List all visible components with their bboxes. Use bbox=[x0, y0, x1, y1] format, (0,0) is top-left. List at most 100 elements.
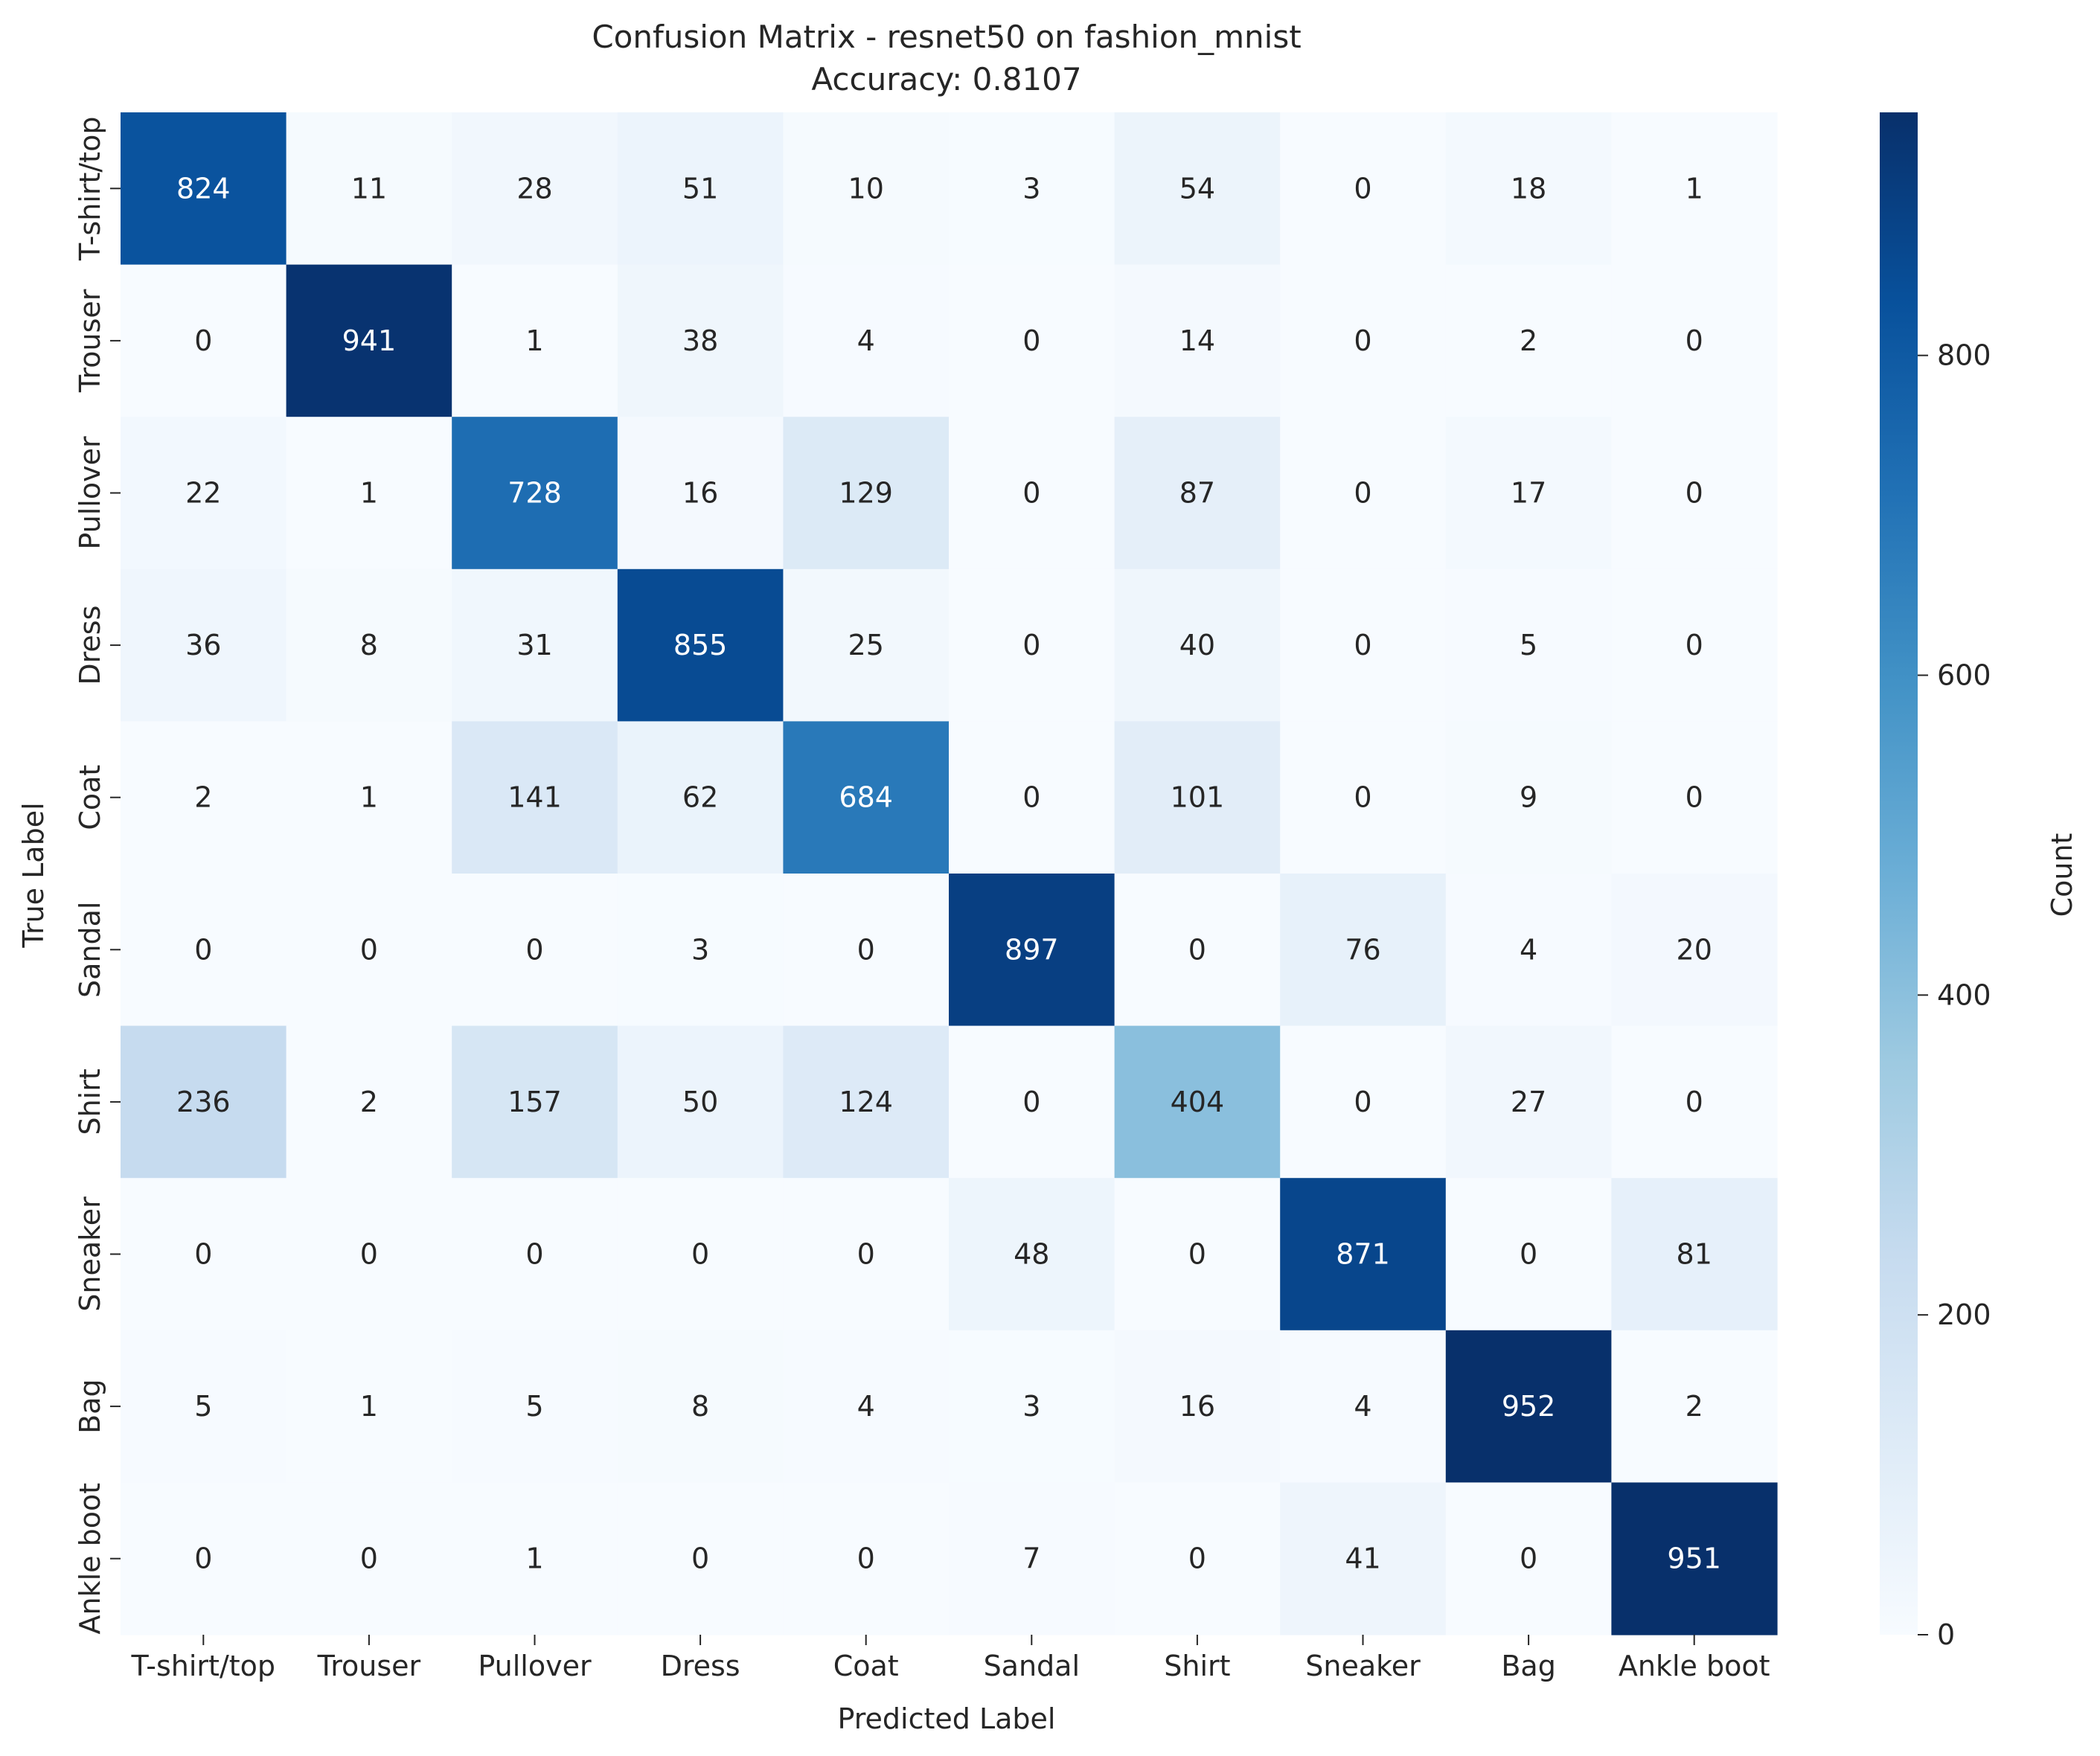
cell-value-label: 31 bbox=[516, 629, 552, 661]
cell-value-label: 3 bbox=[1022, 1390, 1040, 1423]
heatmap-cell bbox=[1114, 1330, 1281, 1483]
cell-value-label: 0 bbox=[360, 1542, 378, 1575]
cell-value-label: 0 bbox=[1188, 933, 1206, 966]
cell-value-label: 0 bbox=[1686, 324, 1703, 357]
cell-value-label: 2 bbox=[1520, 324, 1537, 357]
heatmap-cell bbox=[121, 874, 287, 1027]
cell-value-label: 0 bbox=[1022, 629, 1040, 661]
heatmap-cell bbox=[452, 568, 618, 722]
cell-value-label: 0 bbox=[360, 933, 378, 966]
heatmap-cell bbox=[1114, 874, 1281, 1027]
cell-value-label: 40 bbox=[1179, 629, 1215, 661]
x-tick-label: Sneaker bbox=[1305, 1650, 1421, 1682]
heatmap-cell bbox=[617, 1330, 784, 1483]
cell-value-label: 20 bbox=[1677, 933, 1712, 966]
heatmap-cell bbox=[452, 874, 618, 1027]
cell-value-label: 0 bbox=[1354, 172, 1371, 205]
y-tick-label: Sandal bbox=[74, 902, 106, 998]
heatmap-cell bbox=[949, 721, 1115, 874]
heatmap-cell bbox=[1445, 1330, 1612, 1483]
cell-value-label: 0 bbox=[360, 1238, 378, 1271]
heatmap-cell bbox=[617, 721, 784, 874]
heatmap-cell bbox=[1445, 1482, 1612, 1635]
cell-value-label: 0 bbox=[1686, 781, 1703, 814]
heatmap-cell bbox=[121, 112, 287, 266]
heatmap-cell bbox=[1445, 264, 1612, 417]
heatmap-cell bbox=[949, 417, 1115, 570]
cell-value-label: 0 bbox=[1354, 477, 1371, 510]
cell-value-label: 3 bbox=[691, 933, 709, 966]
heatmap-cell bbox=[452, 1330, 618, 1483]
cell-value-label: 5 bbox=[1520, 629, 1537, 661]
cell-value-label: 0 bbox=[194, 324, 212, 357]
cell-value-label: 4 bbox=[857, 324, 875, 357]
cell-value-label: 871 bbox=[1336, 1238, 1390, 1271]
cell-value-label: 824 bbox=[176, 172, 231, 205]
cell-value-label: 22 bbox=[185, 477, 221, 510]
heatmap-cell bbox=[1445, 874, 1612, 1027]
chart-title: Confusion Matrix - resnet50 on fashion_m… bbox=[592, 19, 1301, 55]
heatmap-cell bbox=[1611, 1025, 1778, 1179]
colorbar bbox=[1880, 112, 1918, 1635]
cell-value-label: 0 bbox=[857, 1238, 875, 1271]
heatmap-cell bbox=[286, 1482, 452, 1635]
cell-value-label: 0 bbox=[1022, 324, 1040, 357]
y-tick-label: Bag bbox=[74, 1379, 106, 1433]
cell-value-label: 14 bbox=[1179, 324, 1215, 357]
heatmap-cell bbox=[1280, 112, 1447, 266]
heatmap-cell bbox=[121, 417, 287, 570]
cell-value-label: 4 bbox=[1354, 1390, 1371, 1423]
x-tick-label: Shirt bbox=[1164, 1650, 1230, 1682]
heatmap-cell bbox=[1611, 264, 1778, 417]
heatmap-cell bbox=[452, 264, 618, 417]
colorbar-tick-label: 600 bbox=[1937, 659, 1991, 692]
heatmap-cell bbox=[783, 1178, 950, 1331]
heatmap-cell bbox=[452, 1482, 618, 1635]
heatmap-cell bbox=[1280, 568, 1447, 722]
cell-value-label: 2 bbox=[194, 781, 212, 814]
heatmap-cell bbox=[1114, 1025, 1281, 1179]
heatmap-cell bbox=[1280, 1025, 1447, 1179]
heatmap-cell bbox=[1280, 1482, 1447, 1635]
heatmap-cell bbox=[1611, 568, 1778, 722]
cell-value-label: 0 bbox=[857, 1542, 875, 1575]
colorbar-tick-label: 0 bbox=[1937, 1618, 1955, 1651]
x-tick-label: Dress bbox=[661, 1650, 740, 1682]
y-axis-label: True Label bbox=[17, 802, 50, 948]
cell-value-label: 10 bbox=[848, 172, 884, 205]
cell-value-label: 897 bbox=[1005, 933, 1059, 966]
cell-value-label: 728 bbox=[508, 477, 562, 510]
heatmap-cell bbox=[286, 568, 452, 722]
heatmap-cell bbox=[452, 1025, 618, 1179]
cell-value-label: 1 bbox=[1686, 172, 1703, 205]
cell-value-label: 1 bbox=[360, 477, 378, 510]
colorbar-tick-label: 800 bbox=[1937, 339, 1991, 372]
heatmap-cell bbox=[617, 264, 784, 417]
heatmap-cell bbox=[617, 568, 784, 722]
y-tick-label: Coat bbox=[74, 765, 106, 830]
heatmap-cell bbox=[286, 874, 452, 1027]
cell-value-label: 941 bbox=[342, 324, 397, 357]
heatmap-cell bbox=[1114, 1482, 1281, 1635]
heatmap-cell bbox=[1611, 417, 1778, 570]
cell-value-label: 87 bbox=[1179, 477, 1215, 510]
cell-value-label: 36 bbox=[185, 629, 221, 661]
heatmap-cell bbox=[617, 417, 784, 570]
heatmap-cell bbox=[1114, 112, 1281, 266]
heatmap-cell bbox=[1611, 1178, 1778, 1331]
heatmap-cell bbox=[121, 1025, 287, 1179]
cell-value-label: 11 bbox=[351, 172, 387, 205]
cell-value-label: 0 bbox=[525, 1238, 543, 1271]
heatmap-cell bbox=[121, 568, 287, 722]
heatmap-cell bbox=[452, 417, 618, 570]
cell-value-label: 236 bbox=[176, 1086, 231, 1118]
cell-value-label: 1 bbox=[525, 324, 543, 357]
heatmap-cell bbox=[783, 1482, 950, 1635]
cell-value-label: 8 bbox=[691, 1390, 709, 1423]
y-tick-label: T-shirt/top bbox=[74, 117, 106, 261]
heatmap-cell bbox=[1280, 1330, 1447, 1483]
cell-value-label: 0 bbox=[1686, 477, 1703, 510]
heatmap-cell bbox=[617, 112, 784, 266]
heatmap-cell bbox=[783, 1025, 950, 1179]
heatmap-cell bbox=[1611, 112, 1778, 266]
